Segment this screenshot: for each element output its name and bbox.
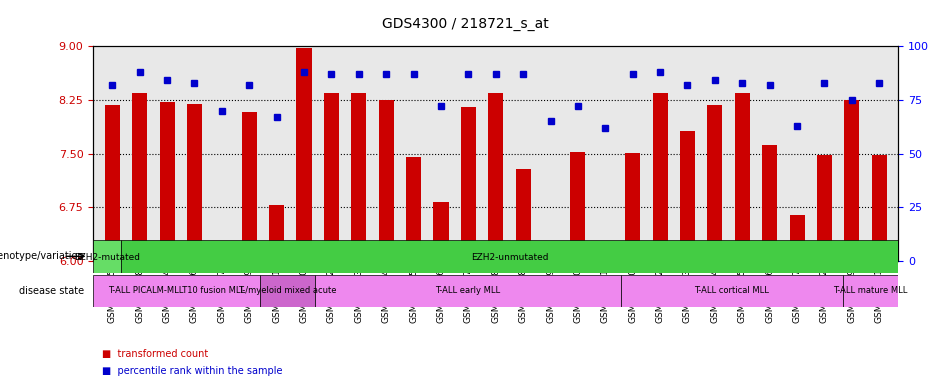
Bar [351, 93, 366, 261]
FancyBboxPatch shape [621, 275, 843, 307]
Text: EZH2-unmutated: EZH2-unmutated [471, 253, 548, 262]
Text: disease state: disease state [19, 286, 84, 296]
Bar [708, 105, 722, 261]
Text: T-ALL cortical MLL: T-ALL cortical MLL [695, 286, 769, 295]
Text: EZH2-mutated: EZH2-mutated [74, 253, 140, 262]
Text: T-ALL early MLL: T-ALL early MLL [436, 286, 501, 295]
Bar [598, 253, 613, 261]
Bar [871, 155, 886, 261]
Bar [680, 131, 695, 261]
Text: ■  transformed count: ■ transformed count [102, 349, 209, 359]
Bar [816, 155, 832, 261]
Bar [379, 100, 394, 261]
Bar [461, 107, 476, 261]
Bar [762, 145, 777, 261]
Text: genotype/variation: genotype/variation [0, 251, 84, 262]
Bar [105, 105, 120, 261]
Bar [488, 93, 504, 261]
Bar [653, 93, 668, 261]
Bar [159, 102, 175, 261]
Bar [296, 48, 312, 261]
Bar [187, 104, 202, 261]
Bar [735, 93, 749, 261]
FancyBboxPatch shape [316, 275, 621, 307]
Bar [242, 112, 257, 261]
Text: T-ALL PICALM-MLLT10 fusion MLL: T-ALL PICALM-MLLT10 fusion MLL [108, 286, 245, 295]
Bar [516, 169, 531, 261]
Bar [571, 152, 586, 261]
Bar [844, 100, 859, 261]
Bar [434, 202, 449, 261]
Text: T-/myeloid mixed acute: T-/myeloid mixed acute [238, 286, 337, 295]
FancyBboxPatch shape [121, 240, 898, 273]
Bar [132, 93, 147, 261]
Text: T-ALL mature MLL: T-ALL mature MLL [833, 286, 908, 295]
Bar [406, 157, 421, 261]
Bar [214, 255, 229, 261]
Bar [789, 215, 804, 261]
Bar [324, 93, 339, 261]
FancyBboxPatch shape [260, 275, 316, 307]
Bar [269, 205, 284, 261]
Bar [626, 153, 641, 261]
FancyBboxPatch shape [93, 275, 260, 307]
Text: GDS4300 / 218721_s_at: GDS4300 / 218721_s_at [382, 17, 549, 31]
Text: ■  percentile rank within the sample: ■ percentile rank within the sample [102, 366, 283, 376]
FancyBboxPatch shape [93, 240, 121, 273]
Bar [543, 254, 558, 261]
FancyBboxPatch shape [843, 275, 898, 307]
